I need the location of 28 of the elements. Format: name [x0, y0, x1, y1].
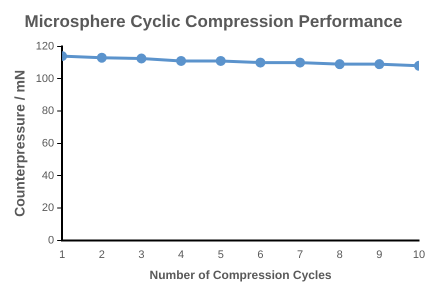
point [295, 58, 306, 68]
point [176, 56, 186, 66]
y-tick-label: 0 [48, 234, 54, 246]
x-tick-label: 6 [257, 249, 264, 262]
y-axis-title: Counterpressure / mN [11, 70, 28, 217]
x-tick-label: 5 [218, 249, 224, 262]
y-tick-label: 60 [42, 137, 54, 150]
y-tick-label: 40 [42, 170, 54, 182]
y-tick-label: 20 [42, 202, 54, 214]
x-tick-label: 3 [138, 249, 145, 262]
x-tick-label: 10 [412, 249, 426, 262]
point [334, 59, 345, 70]
x-tick-label: 1 [59, 249, 66, 262]
chart-title: Microsphere Cyclic Compression Performance [24, 12, 402, 31]
x-tick-label: 9 [376, 249, 382, 262]
point [374, 59, 384, 70]
x-tick-label: 7 [296, 249, 304, 262]
x-tick-label: 4 [178, 249, 184, 262]
x-tick-label: 2 [98, 249, 105, 262]
x-axis-title: Number of Compression Cycles [150, 268, 332, 282]
point [96, 52, 107, 63]
y-tick-label: 80 [42, 105, 54, 118]
point [255, 58, 266, 68]
x-tick-label: 8 [336, 249, 343, 262]
y-tick-label: 100 [36, 72, 54, 85]
point [216, 56, 226, 66]
point [136, 54, 146, 64]
y-tick-label: 120 [36, 40, 54, 52]
